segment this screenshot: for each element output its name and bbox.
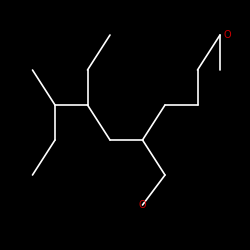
- Text: O: O: [139, 200, 146, 210]
- Text: O: O: [224, 30, 231, 40]
